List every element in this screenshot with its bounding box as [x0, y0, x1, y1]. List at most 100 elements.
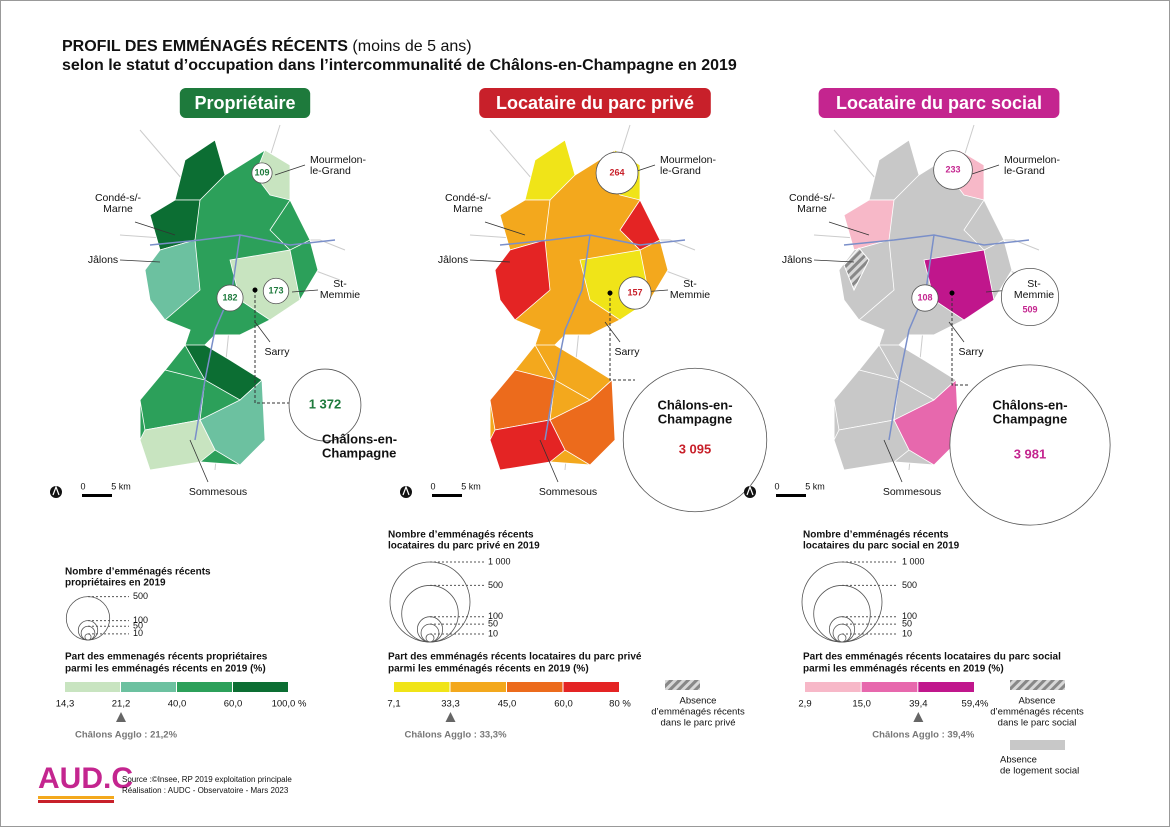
map-panel: Locataire du parc social 233 108 509 3 981 Mo… — [744, 88, 1111, 526]
city-label: Champagne — [993, 411, 1067, 426]
city-label: Champagne — [322, 445, 396, 460]
size-legend-label: 10 — [902, 628, 912, 638]
logo: AUD.C — [38, 762, 133, 803]
river — [149, 234, 336, 441]
connector — [609, 293, 635, 381]
heading: Propriétaire — [194, 93, 295, 113]
size-legend-label: 50 — [133, 621, 143, 631]
leader — [813, 259, 855, 263]
place-label: le-Grand — [310, 165, 351, 177]
bubble-label: 1 372 — [309, 396, 342, 411]
leader — [119, 259, 161, 263]
leader — [469, 259, 511, 263]
grey-label: Absence — [1000, 755, 1037, 766]
bubble — [262, 277, 290, 305]
place-label: le-Grand — [660, 165, 701, 177]
class-swatch — [65, 682, 120, 692]
commune-no-rental — [843, 247, 870, 292]
scale-label: 0 — [430, 481, 435, 491]
place-label: Marne — [797, 203, 827, 215]
bubble-label: 3 095 — [679, 441, 712, 456]
place-label: le-Grand — [1004, 165, 1045, 177]
class-swatch — [177, 682, 232, 692]
class-break-label: 40,0 — [168, 699, 187, 710]
heading: Locataire du parc privé — [496, 93, 694, 113]
leader — [484, 221, 526, 236]
place-label: Condé-s/- — [445, 192, 492, 204]
bubble-label: 108 — [917, 292, 932, 302]
scale-bar — [82, 494, 112, 497]
bubble-label: 509 — [1022, 304, 1037, 314]
connector — [254, 290, 290, 404]
city-label: Champagne — [658, 411, 732, 426]
bubble — [933, 150, 973, 190]
leader — [539, 439, 559, 483]
class-swatch — [450, 682, 506, 692]
class-legend-title: parmi les emménagés récents en 2019 (%) — [803, 664, 1004, 675]
class-swatch — [121, 682, 176, 692]
hatch-label: d’emménagés récents — [990, 707, 1084, 718]
class-break-label: 7,1 — [387, 699, 400, 710]
class-break-label: 60,0 — [554, 699, 573, 710]
size-legend-label: 1 000 — [488, 556, 511, 566]
grey-swatch — [1010, 740, 1065, 750]
commune — [494, 239, 551, 321]
scale-label: 0 — [80, 481, 85, 491]
class-break-label: 59,4% — [962, 699, 989, 710]
river — [843, 234, 1030, 441]
river — [499, 234, 686, 441]
commune — [139, 369, 206, 431]
commune — [833, 369, 900, 431]
class-swatch — [233, 682, 288, 692]
bubble-label: 157 — [627, 287, 642, 297]
size-legend-title: Nombre d’emménagés récents — [388, 530, 534, 541]
size-legend-title: locataires du parc social en 2019 — [803, 541, 960, 552]
logo-stripe — [38, 800, 114, 803]
agglo-marker — [116, 712, 126, 722]
size-legend-label: 50 — [488, 618, 498, 628]
connector — [951, 293, 969, 386]
class-swatch — [918, 682, 974, 692]
hatch-swatch — [1010, 680, 1065, 690]
class-swatch — [861, 682, 918, 692]
bubble — [622, 367, 768, 513]
bubble — [1000, 267, 1060, 327]
place-label: Jâlons — [88, 254, 118, 266]
scale-label: 5 km — [805, 481, 825, 491]
class-legend-title: Part des emménagés récents locataires du… — [388, 652, 642, 663]
bubble — [595, 151, 639, 195]
hatch-label: Absence — [680, 696, 717, 707]
leader — [883, 439, 903, 483]
bubble-label: 233 — [945, 164, 960, 174]
size-legend-label: 500 — [488, 580, 503, 590]
bubble-label: 3 981 — [1014, 446, 1047, 461]
bubble-label: 173 — [268, 285, 283, 295]
class-break-label: 45,0 — [498, 699, 517, 710]
size-legend-label: 10 — [488, 628, 498, 638]
title-note: (moins de 5 ans) — [352, 38, 471, 55]
bubble — [288, 368, 362, 442]
city-label: Châlons-en- — [657, 397, 732, 412]
leader — [134, 221, 176, 236]
leader — [274, 164, 306, 176]
place-label: Jâlons — [782, 254, 812, 266]
bubble — [618, 276, 652, 310]
class-break-label: 100,0 % — [272, 699, 307, 710]
place-label: Sarry — [958, 346, 984, 358]
bubble — [949, 364, 1111, 526]
agglo-label: Châlons Agglo : 39,4% — [872, 730, 975, 741]
class-break-label: 15,0 — [852, 699, 871, 710]
size-legend-label: 500 — [133, 591, 148, 601]
city-label: Châlons-en- — [322, 431, 397, 446]
place-label: Condé-s/- — [789, 192, 836, 204]
hatch-label: dans le parc social — [998, 718, 1077, 729]
size-legend-label: 100 — [488, 611, 503, 621]
place-label: Mourmelon- — [1004, 154, 1061, 166]
north-arrow-glyph — [746, 485, 754, 496]
hatch-label: d’emménagés récents — [651, 707, 745, 718]
place-label: Sommesous — [883, 486, 941, 498]
class-legend-title: Part des emmenagés récents propriétaires — [65, 652, 268, 663]
map-panel: Propriétaire 109 182 173 1 372 Mourmelon-le-G… — [50, 88, 397, 498]
size-legend-title: propriétaires en 2019 — [65, 578, 166, 589]
commune — [868, 139, 920, 201]
